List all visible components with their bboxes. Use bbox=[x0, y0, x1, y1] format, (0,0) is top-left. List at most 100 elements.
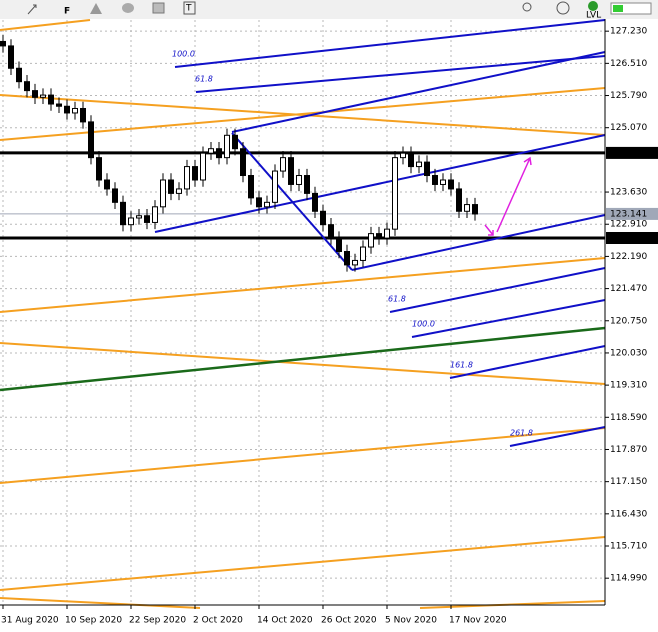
candle-body bbox=[168, 179, 174, 194]
candle-body bbox=[96, 157, 102, 181]
candle-body bbox=[144, 215, 150, 223]
fib-label: 261.8 bbox=[510, 429, 533, 438]
trendline bbox=[0, 427, 606, 484]
candle-body bbox=[296, 175, 302, 185]
candle-body bbox=[440, 179, 446, 185]
channel-line bbox=[231, 51, 606, 133]
price-label: 122.602 bbox=[610, 234, 647, 244]
y-tick-label: 122.190 bbox=[610, 252, 647, 262]
x-tick-label: 26 Oct 2020 bbox=[321, 616, 377, 626]
candle-body bbox=[328, 224, 334, 239]
candle-body bbox=[88, 121, 94, 159]
tool-ellipse[interactable] bbox=[122, 3, 134, 13]
fib-label: 161.8 bbox=[450, 361, 473, 370]
trendline bbox=[0, 326, 606, 392]
y-tick-label: 115.710 bbox=[610, 542, 647, 552]
arrow bbox=[496, 156, 532, 233]
candle-body bbox=[56, 103, 62, 107]
candle-body bbox=[416, 161, 422, 168]
tool-fib[interactable]: F bbox=[64, 7, 70, 17]
price-label-box bbox=[606, 146, 658, 159]
candle-body bbox=[40, 94, 46, 98]
candle-body bbox=[320, 210, 326, 226]
candle-body bbox=[208, 148, 214, 154]
tool-text-box[interactable] bbox=[183, 1, 196, 15]
candle-body bbox=[80, 107, 86, 123]
channel-line bbox=[154, 134, 606, 233]
fib-label: 61.8 bbox=[195, 75, 213, 84]
fib-label: 100.0 bbox=[172, 50, 195, 59]
channel-line bbox=[231, 132, 353, 271]
y-tick-label: 121.470 bbox=[610, 284, 647, 294]
candle-body bbox=[264, 201, 270, 208]
trendline bbox=[0, 19, 91, 31]
fib-label: 61.8 bbox=[388, 295, 406, 304]
channel-line bbox=[509, 426, 606, 447]
tool-rect[interactable] bbox=[152, 2, 165, 14]
candle-body bbox=[408, 152, 414, 168]
candle-body bbox=[72, 107, 78, 114]
y-tick-label: 119.310 bbox=[610, 381, 647, 391]
channel-line bbox=[411, 299, 606, 338]
channel-line bbox=[449, 345, 606, 379]
candle-body bbox=[64, 105, 70, 114]
tool-settings[interactable] bbox=[556, 1, 570, 15]
candle-body bbox=[456, 188, 462, 212]
tool-triangle[interactable] bbox=[90, 3, 102, 14]
candle-body bbox=[104, 179, 110, 190]
candle-body bbox=[376, 233, 382, 239]
candle-body bbox=[176, 188, 182, 194]
tool-lvl-icon[interactable] bbox=[588, 1, 598, 11]
candle-body bbox=[120, 201, 126, 226]
candle-body bbox=[392, 157, 398, 230]
tool-arrow[interactable] bbox=[27, 4, 37, 15]
price-label: 124.506 bbox=[610, 148, 647, 158]
candle-body bbox=[32, 90, 38, 98]
candle-body bbox=[184, 166, 190, 190]
candle-body bbox=[464, 204, 470, 212]
price-label-box bbox=[606, 232, 658, 245]
trendline bbox=[0, 597, 201, 609]
tool-text[interactable]: T bbox=[185, 4, 192, 14]
candle-body bbox=[8, 45, 14, 69]
candle-body bbox=[288, 157, 294, 185]
tool-lvl[interactable]: LVL bbox=[586, 11, 601, 21]
channel-line bbox=[351, 214, 606, 271]
x-tick-label: 22 Sep 2020 bbox=[129, 616, 186, 626]
trendline bbox=[0, 536, 606, 591]
candle-body bbox=[160, 179, 166, 208]
tool-meter-fill bbox=[613, 5, 623, 12]
x-tick-label: 10 Sep 2020 bbox=[65, 616, 122, 626]
channel-line bbox=[174, 19, 606, 68]
arrow bbox=[484, 224, 494, 236]
tool-meter bbox=[610, 2, 652, 15]
candle-body bbox=[472, 204, 478, 215]
candle-body bbox=[256, 197, 262, 208]
fib-label: 100.0 bbox=[412, 320, 435, 329]
candles bbox=[0, 34, 478, 272]
y-tick-label: 125.070 bbox=[610, 123, 647, 133]
channel-line bbox=[389, 267, 606, 313]
candle-body bbox=[336, 237, 342, 252]
y-tick-label: 120.750 bbox=[610, 316, 647, 326]
y-tick-label: 127.230 bbox=[610, 27, 647, 37]
candle-body bbox=[128, 217, 134, 226]
candle-body bbox=[368, 233, 374, 248]
tool-search[interactable] bbox=[522, 2, 532, 12]
price-label: 123.141 bbox=[610, 209, 647, 219]
candle-body bbox=[192, 166, 198, 181]
x-tick-label: 17 Nov 2020 bbox=[449, 616, 507, 626]
candle-body bbox=[248, 175, 254, 199]
axes: 127.230 126.510 125.790 125.070 123.630 122.9… bbox=[0, 19, 658, 626]
candle-body bbox=[16, 67, 22, 83]
y-tick-label: 117.150 bbox=[610, 477, 647, 487]
candle-body bbox=[400, 152, 406, 159]
y-tick-label: 114.990 bbox=[610, 574, 647, 584]
candle-body bbox=[24, 81, 30, 92]
candle-body bbox=[136, 215, 142, 219]
candle-body bbox=[312, 192, 318, 212]
y-tick-label: 117.870 bbox=[610, 445, 647, 455]
candle-body bbox=[352, 259, 358, 266]
